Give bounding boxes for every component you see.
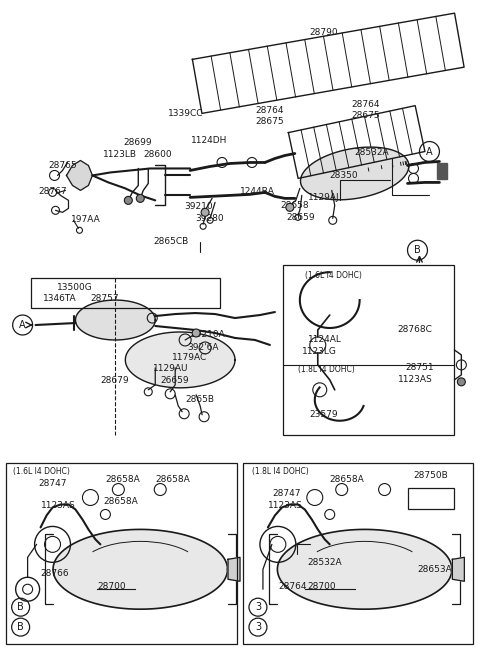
- Text: 28747: 28747: [272, 489, 300, 498]
- Circle shape: [457, 378, 465, 386]
- Polygon shape: [53, 530, 228, 609]
- Text: 2865CB: 2865CB: [153, 237, 189, 246]
- Text: 392'6A: 392'6A: [187, 344, 219, 352]
- Text: 28350: 28350: [330, 171, 359, 180]
- Text: 28768C: 28768C: [397, 325, 432, 334]
- Polygon shape: [75, 300, 155, 340]
- Text: 1123LB: 1123LB: [103, 150, 137, 159]
- Text: 28764: 28764: [278, 581, 306, 591]
- Text: 39210: 39210: [184, 202, 213, 211]
- Text: 1123LG: 1123LG: [302, 348, 336, 357]
- Text: 1129AU: 1129AU: [153, 365, 189, 373]
- Text: 28600: 28600: [144, 150, 172, 159]
- Text: 28747: 28747: [38, 479, 67, 488]
- Text: 1123AS: 1123AS: [41, 501, 75, 510]
- Text: 28765: 28765: [48, 161, 77, 170]
- Text: 28658A: 28658A: [155, 475, 190, 484]
- Text: (1.6L I4 DOHC): (1.6L I4 DOHC): [12, 467, 70, 476]
- Text: 2865B: 2865B: [185, 396, 214, 404]
- Polygon shape: [437, 164, 447, 179]
- Text: 28764: 28764: [255, 106, 284, 115]
- Text: 28750B: 28750B: [413, 471, 448, 480]
- Text: 28700: 28700: [308, 581, 336, 591]
- Text: 1123AS: 1123AS: [397, 375, 432, 384]
- Text: (1.8L I4 DOHC): (1.8L I4 DOHC): [298, 365, 355, 374]
- Text: (1.8L I4 DOHC): (1.8L I4 DOHC): [252, 467, 309, 476]
- Text: 28699: 28699: [123, 138, 152, 147]
- Text: 28653A: 28653A: [418, 565, 452, 574]
- Text: 28532A: 28532A: [355, 148, 389, 157]
- Text: 197AA: 197AA: [71, 215, 100, 224]
- Text: 28751: 28751: [406, 363, 434, 373]
- Text: 28757: 28757: [90, 294, 119, 303]
- Polygon shape: [452, 557, 464, 581]
- Text: 1244BA: 1244BA: [240, 187, 275, 196]
- Text: 28658: 28658: [280, 201, 309, 210]
- Text: A: A: [426, 147, 433, 156]
- Text: 1124DH: 1124DH: [191, 136, 228, 145]
- Text: 1123AS: 1123AS: [268, 501, 303, 510]
- Text: 26659: 26659: [160, 376, 189, 386]
- Polygon shape: [277, 530, 452, 609]
- Text: 28675: 28675: [352, 111, 380, 120]
- Text: 28764: 28764: [352, 100, 380, 109]
- Text: 28790: 28790: [310, 28, 338, 37]
- Bar: [31, 278, 220, 308]
- Bar: [283, 265, 455, 435]
- Polygon shape: [67, 160, 93, 191]
- Circle shape: [192, 329, 200, 337]
- Text: 28767: 28767: [38, 187, 67, 196]
- Text: 28658A: 28658A: [103, 497, 138, 506]
- Circle shape: [286, 204, 294, 212]
- Polygon shape: [300, 147, 409, 200]
- Text: 1129AJ: 1129AJ: [308, 193, 339, 202]
- Text: 3: 3: [255, 602, 261, 612]
- Text: 13500G: 13500G: [57, 283, 92, 292]
- Circle shape: [124, 196, 132, 204]
- Bar: [408, 487, 455, 509]
- Text: 28659: 28659: [286, 213, 314, 222]
- Polygon shape: [125, 332, 235, 388]
- Text: 28679: 28679: [100, 376, 129, 386]
- Text: B: B: [414, 245, 421, 255]
- Text: 39280: 39280: [195, 214, 224, 223]
- Text: 1346TA: 1346TA: [43, 294, 76, 303]
- Text: 28658A: 28658A: [106, 475, 140, 484]
- Text: 39210A: 39210A: [190, 330, 225, 340]
- Polygon shape: [228, 557, 240, 581]
- Text: B: B: [17, 602, 24, 612]
- Text: A: A: [19, 320, 26, 330]
- Text: 23579: 23579: [310, 410, 338, 419]
- Text: 28700: 28700: [97, 581, 126, 591]
- Text: 1124AL: 1124AL: [308, 336, 342, 344]
- Text: 28658A: 28658A: [330, 475, 364, 484]
- Bar: [243, 463, 473, 644]
- Circle shape: [201, 208, 209, 216]
- Circle shape: [136, 194, 144, 202]
- Text: (1.6L I4 DOHC): (1.6L I4 DOHC): [305, 271, 362, 280]
- Text: 3: 3: [255, 622, 261, 632]
- Text: B: B: [17, 622, 24, 632]
- Bar: [6, 463, 237, 644]
- Text: 1339CC: 1339CC: [168, 109, 204, 118]
- Text: 1179AC: 1179AC: [172, 353, 207, 363]
- Text: 28532A: 28532A: [308, 558, 342, 567]
- Text: 28766: 28766: [41, 569, 69, 578]
- Text: 28675: 28675: [255, 117, 284, 126]
